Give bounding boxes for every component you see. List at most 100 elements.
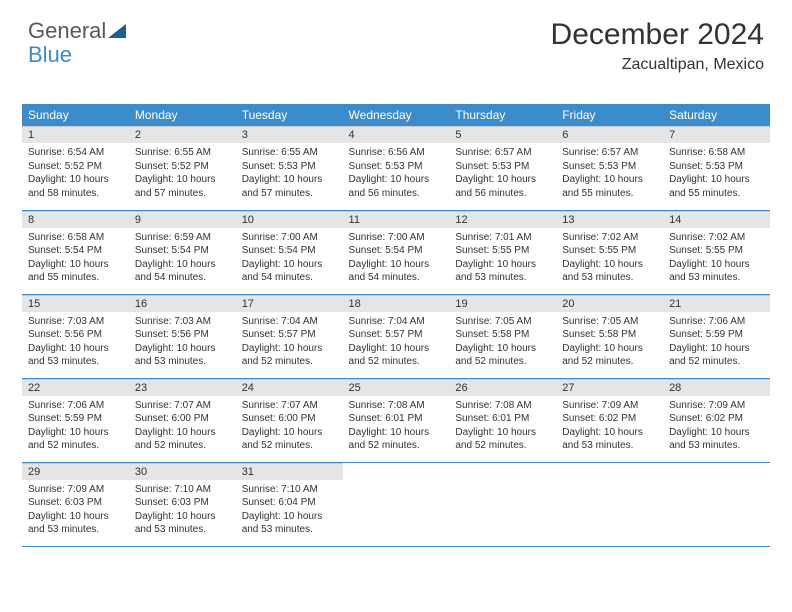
calendar-cell: 2Sunrise: 6:55 AMSunset: 5:52 PMDaylight… — [129, 126, 236, 210]
calendar-table: Sunday Monday Tuesday Wednesday Thursday… — [22, 104, 770, 547]
day-details: Sunrise: 7:06 AMSunset: 5:59 PMDaylight:… — [22, 396, 129, 456]
day-details: Sunrise: 7:06 AMSunset: 5:59 PMDaylight:… — [663, 312, 770, 372]
day-number: 3 — [236, 126, 343, 143]
day-header: Sunday — [22, 104, 129, 126]
day-details: Sunrise: 7:01 AMSunset: 5:55 PMDaylight:… — [449, 228, 556, 288]
calendar-body: 1Sunrise: 6:54 AMSunset: 5:52 PMDaylight… — [22, 126, 770, 546]
calendar-cell: 3Sunrise: 6:55 AMSunset: 5:53 PMDaylight… — [236, 126, 343, 210]
day-header: Saturday — [663, 104, 770, 126]
day-number: 5 — [449, 126, 556, 143]
day-details: Sunrise: 6:56 AMSunset: 5:53 PMDaylight:… — [343, 143, 450, 203]
day-number: 7 — [663, 126, 770, 143]
calendar-cell: 17Sunrise: 7:04 AMSunset: 5:57 PMDayligh… — [236, 294, 343, 378]
day-details: Sunrise: 7:00 AMSunset: 5:54 PMDaylight:… — [236, 228, 343, 288]
calendar-cell: 22Sunrise: 7:06 AMSunset: 5:59 PMDayligh… — [22, 378, 129, 462]
calendar-row: 15Sunrise: 7:03 AMSunset: 5:56 PMDayligh… — [22, 294, 770, 378]
day-number: 12 — [449, 211, 556, 228]
day-number: 15 — [22, 295, 129, 312]
calendar-cell: 19Sunrise: 7:05 AMSunset: 5:58 PMDayligh… — [449, 294, 556, 378]
day-number: 30 — [129, 463, 236, 480]
calendar-cell: 25Sunrise: 7:08 AMSunset: 6:01 PMDayligh… — [343, 378, 450, 462]
day-details: Sunrise: 6:59 AMSunset: 5:54 PMDaylight:… — [129, 228, 236, 288]
calendar-cell: 24Sunrise: 7:07 AMSunset: 6:00 PMDayligh… — [236, 378, 343, 462]
calendar-cell: 5Sunrise: 6:57 AMSunset: 5:53 PMDaylight… — [449, 126, 556, 210]
logo: General — [28, 18, 126, 44]
day-number: 2 — [129, 126, 236, 143]
day-number: 24 — [236, 379, 343, 396]
day-details: Sunrise: 7:03 AMSunset: 5:56 PMDaylight:… — [129, 312, 236, 372]
day-details: Sunrise: 7:09 AMSunset: 6:02 PMDaylight:… — [663, 396, 770, 456]
calendar-cell — [663, 462, 770, 546]
day-details: Sunrise: 6:55 AMSunset: 5:52 PMDaylight:… — [129, 143, 236, 203]
calendar-cell — [343, 462, 450, 546]
day-number: 1 — [22, 126, 129, 143]
day-number: 22 — [22, 379, 129, 396]
day-number: 10 — [236, 211, 343, 228]
calendar-cell — [449, 462, 556, 546]
day-details: Sunrise: 6:58 AMSunset: 5:54 PMDaylight:… — [22, 228, 129, 288]
calendar-cell: 30Sunrise: 7:10 AMSunset: 6:03 PMDayligh… — [129, 462, 236, 546]
day-details: Sunrise: 7:04 AMSunset: 5:57 PMDaylight:… — [236, 312, 343, 372]
day-details: Sunrise: 6:54 AMSunset: 5:52 PMDaylight:… — [22, 143, 129, 203]
day-number: 21 — [663, 295, 770, 312]
day-details: Sunrise: 7:07 AMSunset: 6:00 PMDaylight:… — [236, 396, 343, 456]
calendar-cell: 15Sunrise: 7:03 AMSunset: 5:56 PMDayligh… — [22, 294, 129, 378]
calendar-row: 1Sunrise: 6:54 AMSunset: 5:52 PMDaylight… — [22, 126, 770, 210]
day-details: Sunrise: 7:09 AMSunset: 6:03 PMDaylight:… — [22, 480, 129, 540]
calendar-cell: 16Sunrise: 7:03 AMSunset: 5:56 PMDayligh… — [129, 294, 236, 378]
day-number: 28 — [663, 379, 770, 396]
logo-text-blue: Blue — [28, 42, 72, 68]
calendar-cell: 27Sunrise: 7:09 AMSunset: 6:02 PMDayligh… — [556, 378, 663, 462]
day-details: Sunrise: 7:09 AMSunset: 6:02 PMDaylight:… — [556, 396, 663, 456]
location-label: Zacualtipan, Mexico — [551, 56, 764, 74]
calendar-cell: 26Sunrise: 7:08 AMSunset: 6:01 PMDayligh… — [449, 378, 556, 462]
logo-sail-icon — [108, 24, 126, 38]
day-header: Wednesday — [343, 104, 450, 126]
calendar-cell — [556, 462, 663, 546]
calendar-cell: 7Sunrise: 6:58 AMSunset: 5:53 PMDaylight… — [663, 126, 770, 210]
day-number: 26 — [449, 379, 556, 396]
page-title: December 2024 — [551, 18, 764, 52]
day-details: Sunrise: 6:58 AMSunset: 5:53 PMDaylight:… — [663, 143, 770, 203]
day-details: Sunrise: 7:10 AMSunset: 6:03 PMDaylight:… — [129, 480, 236, 540]
calendar-cell: 13Sunrise: 7:02 AMSunset: 5:55 PMDayligh… — [556, 210, 663, 294]
day-details: Sunrise: 7:05 AMSunset: 5:58 PMDaylight:… — [556, 312, 663, 372]
calendar-cell: 23Sunrise: 7:07 AMSunset: 6:00 PMDayligh… — [129, 378, 236, 462]
day-number: 18 — [343, 295, 450, 312]
day-details: Sunrise: 7:02 AMSunset: 5:55 PMDaylight:… — [663, 228, 770, 288]
day-number: 8 — [22, 211, 129, 228]
day-number: 14 — [663, 211, 770, 228]
calendar-cell: 8Sunrise: 6:58 AMSunset: 5:54 PMDaylight… — [22, 210, 129, 294]
calendar-cell: 9Sunrise: 6:59 AMSunset: 5:54 PMDaylight… — [129, 210, 236, 294]
day-details: Sunrise: 7:08 AMSunset: 6:01 PMDaylight:… — [343, 396, 450, 456]
calendar-cell: 28Sunrise: 7:09 AMSunset: 6:02 PMDayligh… — [663, 378, 770, 462]
day-header: Monday — [129, 104, 236, 126]
day-details: Sunrise: 7:02 AMSunset: 5:55 PMDaylight:… — [556, 228, 663, 288]
day-details: Sunrise: 7:04 AMSunset: 5:57 PMDaylight:… — [343, 312, 450, 372]
calendar-cell: 18Sunrise: 7:04 AMSunset: 5:57 PMDayligh… — [343, 294, 450, 378]
logo-text-grey: General — [28, 18, 106, 44]
day-details: Sunrise: 6:55 AMSunset: 5:53 PMDaylight:… — [236, 143, 343, 203]
day-number: 9 — [129, 211, 236, 228]
title-block: December 2024 Zacualtipan, Mexico — [551, 18, 764, 74]
calendar-row: 8Sunrise: 6:58 AMSunset: 5:54 PMDaylight… — [22, 210, 770, 294]
calendar-cell: 4Sunrise: 6:56 AMSunset: 5:53 PMDaylight… — [343, 126, 450, 210]
day-details: Sunrise: 6:57 AMSunset: 5:53 PMDaylight:… — [449, 143, 556, 203]
calendar-row: 29Sunrise: 7:09 AMSunset: 6:03 PMDayligh… — [22, 462, 770, 546]
day-number: 19 — [449, 295, 556, 312]
day-number: 31 — [236, 463, 343, 480]
day-number: 20 — [556, 295, 663, 312]
day-number: 17 — [236, 295, 343, 312]
day-details: Sunrise: 6:57 AMSunset: 5:53 PMDaylight:… — [556, 143, 663, 203]
calendar-cell: 1Sunrise: 6:54 AMSunset: 5:52 PMDaylight… — [22, 126, 129, 210]
day-number: 25 — [343, 379, 450, 396]
day-header: Friday — [556, 104, 663, 126]
day-number: 11 — [343, 211, 450, 228]
day-number: 23 — [129, 379, 236, 396]
calendar-cell: 12Sunrise: 7:01 AMSunset: 5:55 PMDayligh… — [449, 210, 556, 294]
day-header: Tuesday — [236, 104, 343, 126]
day-details: Sunrise: 7:08 AMSunset: 6:01 PMDaylight:… — [449, 396, 556, 456]
calendar-cell: 20Sunrise: 7:05 AMSunset: 5:58 PMDayligh… — [556, 294, 663, 378]
day-number: 29 — [22, 463, 129, 480]
day-number: 13 — [556, 211, 663, 228]
